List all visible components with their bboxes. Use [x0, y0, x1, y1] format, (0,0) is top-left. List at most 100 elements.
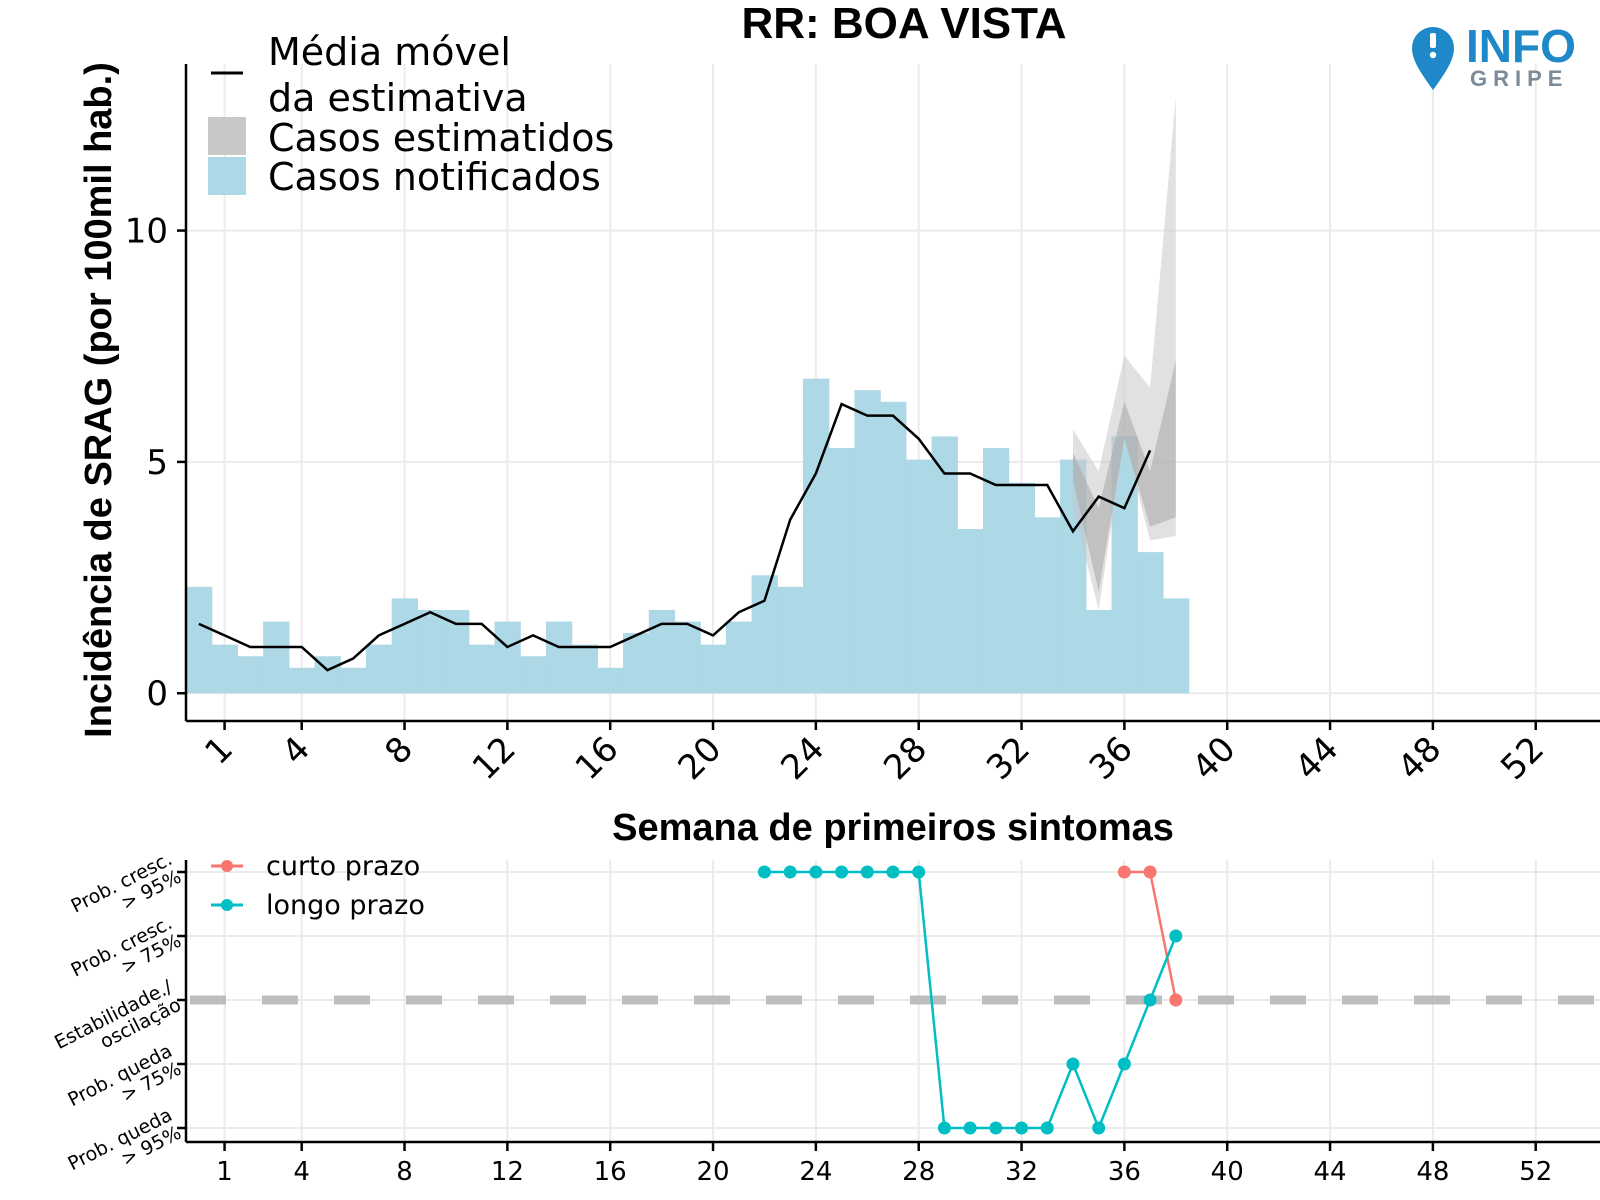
notified-bar-week-18 — [648, 609, 676, 694]
bottom-xtick-label-24: 24 — [799, 1157, 832, 1187]
top-x-ticks: 1 4 8 12 16 20 24 28 32 36 40 44 48 52 — [197, 721, 1552, 788]
notified-bar-week-33 — [1034, 517, 1061, 694]
top-xtick-label-16: 16 — [568, 729, 627, 788]
series-1-point-week-35 — [1092, 1121, 1106, 1135]
notified-bar-week-15 — [571, 644, 598, 694]
notified-bar-week-25 — [828, 448, 856, 694]
bottom-xtick-label-32: 32 — [1005, 1157, 1038, 1187]
exclamation-dot — [1429, 51, 1437, 59]
legend-bar-key — [208, 157, 246, 195]
notified-bar-week-1 — [211, 644, 239, 694]
notified-bar-week-11 — [468, 644, 496, 694]
notified-bar-week-23 — [777, 586, 804, 694]
top-xtick-label-24: 24 — [773, 729, 832, 788]
series-1-point-week-27 — [886, 865, 900, 879]
bottom-x-ticks: 1 4 8 12 16 20 24 28 32 36 40 44 48 52 — [216, 1142, 1552, 1187]
bottom-y-ticks: Prob. queda> 95%Prob. queda> 75%Estabili… — [51, 848, 186, 1175]
legend-short-term: curto prazo — [266, 851, 420, 882]
notified-bar-week-8 — [391, 598, 418, 694]
legend-moving-average-line1: Média móvel — [268, 30, 511, 74]
notified-bar-week-30 — [957, 528, 984, 694]
bottom-legend: curto prazo longo prazo — [211, 851, 425, 921]
notified-cases-bars — [186, 378, 1190, 694]
series-1-point-week-34 — [1066, 1057, 1080, 1071]
notified-bar-week-17 — [623, 633, 650, 694]
top-legend: Média móvel da estimativa Casos estimati… — [208, 30, 614, 199]
notified-bar-week-28 — [905, 459, 933, 694]
chart-title: RR: BOA VISTA — [741, 0, 1066, 48]
legend-long-term-dot — [221, 899, 233, 911]
notified-bar-week-31 — [982, 448, 1010, 694]
exclamation-icon — [1430, 33, 1436, 48]
bottom-xtick-label-8: 8 — [396, 1157, 413, 1187]
notified-bar-week-9 — [417, 609, 444, 694]
notified-bar-week-0 — [186, 586, 213, 694]
bottom-xtick-label-52: 52 — [1519, 1157, 1552, 1187]
notified-bar-week-13 — [520, 656, 547, 694]
top-xtick-label-44: 44 — [1288, 729, 1347, 788]
notified-bar-week-27 — [880, 401, 907, 694]
top-ytick-label-10: 10 — [125, 212, 168, 252]
top-xtick-label-40: 40 — [1185, 729, 1244, 788]
top-xtick-label-4: 4 — [274, 729, 318, 773]
top-xtick-label-48: 48 — [1390, 729, 1449, 788]
top-x-axis-title: Semana de primeiros sintomas — [612, 807, 1174, 849]
top-xtick-label-52: 52 — [1493, 729, 1552, 788]
series-1-point-week-25 — [835, 865, 849, 879]
series-1-point-week-24 — [809, 865, 823, 879]
legend-short-term-dot — [221, 860, 233, 872]
series-0-point-week-36 — [1117, 865, 1131, 879]
trend-series — [757, 865, 1183, 1135]
series-1-point-week-26 — [860, 865, 874, 879]
top-xtick-label-20: 20 — [671, 729, 730, 788]
notified-bar-week-32 — [1008, 482, 1035, 694]
top-y-axis-title: Incidência de SRAG (por 100mil hab.) — [78, 62, 120, 738]
series-1-point-week-22 — [757, 865, 771, 879]
series-0-point-week-38 — [1169, 993, 1183, 1007]
notified-bar-week-3 — [263, 621, 290, 694]
series-0-point-week-37 — [1143, 865, 1157, 879]
top-y-ticks: 0 5 10 — [125, 212, 186, 714]
series-1-point-week-32 — [1015, 1121, 1029, 1135]
notified-bar-week-19 — [674, 621, 701, 694]
notified-bar-week-10 — [443, 609, 470, 694]
notified-bar-week-2 — [237, 656, 264, 694]
estimated-cases-band — [1072, 96, 1176, 610]
notified-bar-week-12 — [494, 621, 521, 694]
bottom-xtick-label-36: 36 — [1108, 1157, 1141, 1187]
series-1-point-week-28 — [912, 865, 926, 879]
top-xtick-label-36: 36 — [1082, 729, 1141, 788]
series-1-point-week-31 — [989, 1121, 1003, 1135]
notified-bar-week-14 — [545, 621, 573, 694]
moving-average-line — [198, 402, 1152, 672]
series-1-point-week-37 — [1143, 993, 1157, 1007]
notified-bar-week-35 — [1085, 609, 1113, 694]
legend-moving-average-line2: da estimativa — [268, 76, 528, 120]
notified-bar-week-22 — [751, 575, 778, 694]
map-pin-icon — [1412, 27, 1454, 90]
notified-bar-week-20 — [700, 644, 727, 694]
bottom-xtick-label-40: 40 — [1211, 1157, 1244, 1187]
notified-bar-week-26 — [854, 390, 881, 694]
bottom-xtick-label-1: 1 — [216, 1157, 233, 1187]
notified-bar-week-24 — [803, 378, 830, 694]
top-gridlines — [186, 64, 1600, 721]
bottom-xtick-label-48: 48 — [1416, 1157, 1449, 1187]
logo-text-gripe: GRIPE — [1470, 66, 1568, 91]
logo-text-info: INFO — [1466, 20, 1576, 72]
notified-bar-week-7 — [365, 644, 393, 694]
series-1-point-week-29 — [937, 1121, 951, 1135]
notified-bar-week-38 — [1162, 598, 1190, 694]
bottom-xtick-label-16: 16 — [594, 1157, 627, 1187]
notified-bar-week-16 — [597, 667, 624, 694]
top-xtick-label-8: 8 — [377, 729, 421, 773]
estimated-band-inner — [1072, 360, 1176, 592]
top-ytick-label-5: 5 — [146, 443, 168, 483]
notified-bar-week-37 — [1137, 552, 1164, 694]
bottom-xtick-label-28: 28 — [902, 1157, 935, 1187]
legend-estimated-cases: Casos estimatidos — [268, 116, 614, 160]
notified-bar-week-21 — [725, 621, 753, 694]
legend-band-key — [208, 117, 246, 155]
series-1-point-week-36 — [1117, 1057, 1131, 1071]
